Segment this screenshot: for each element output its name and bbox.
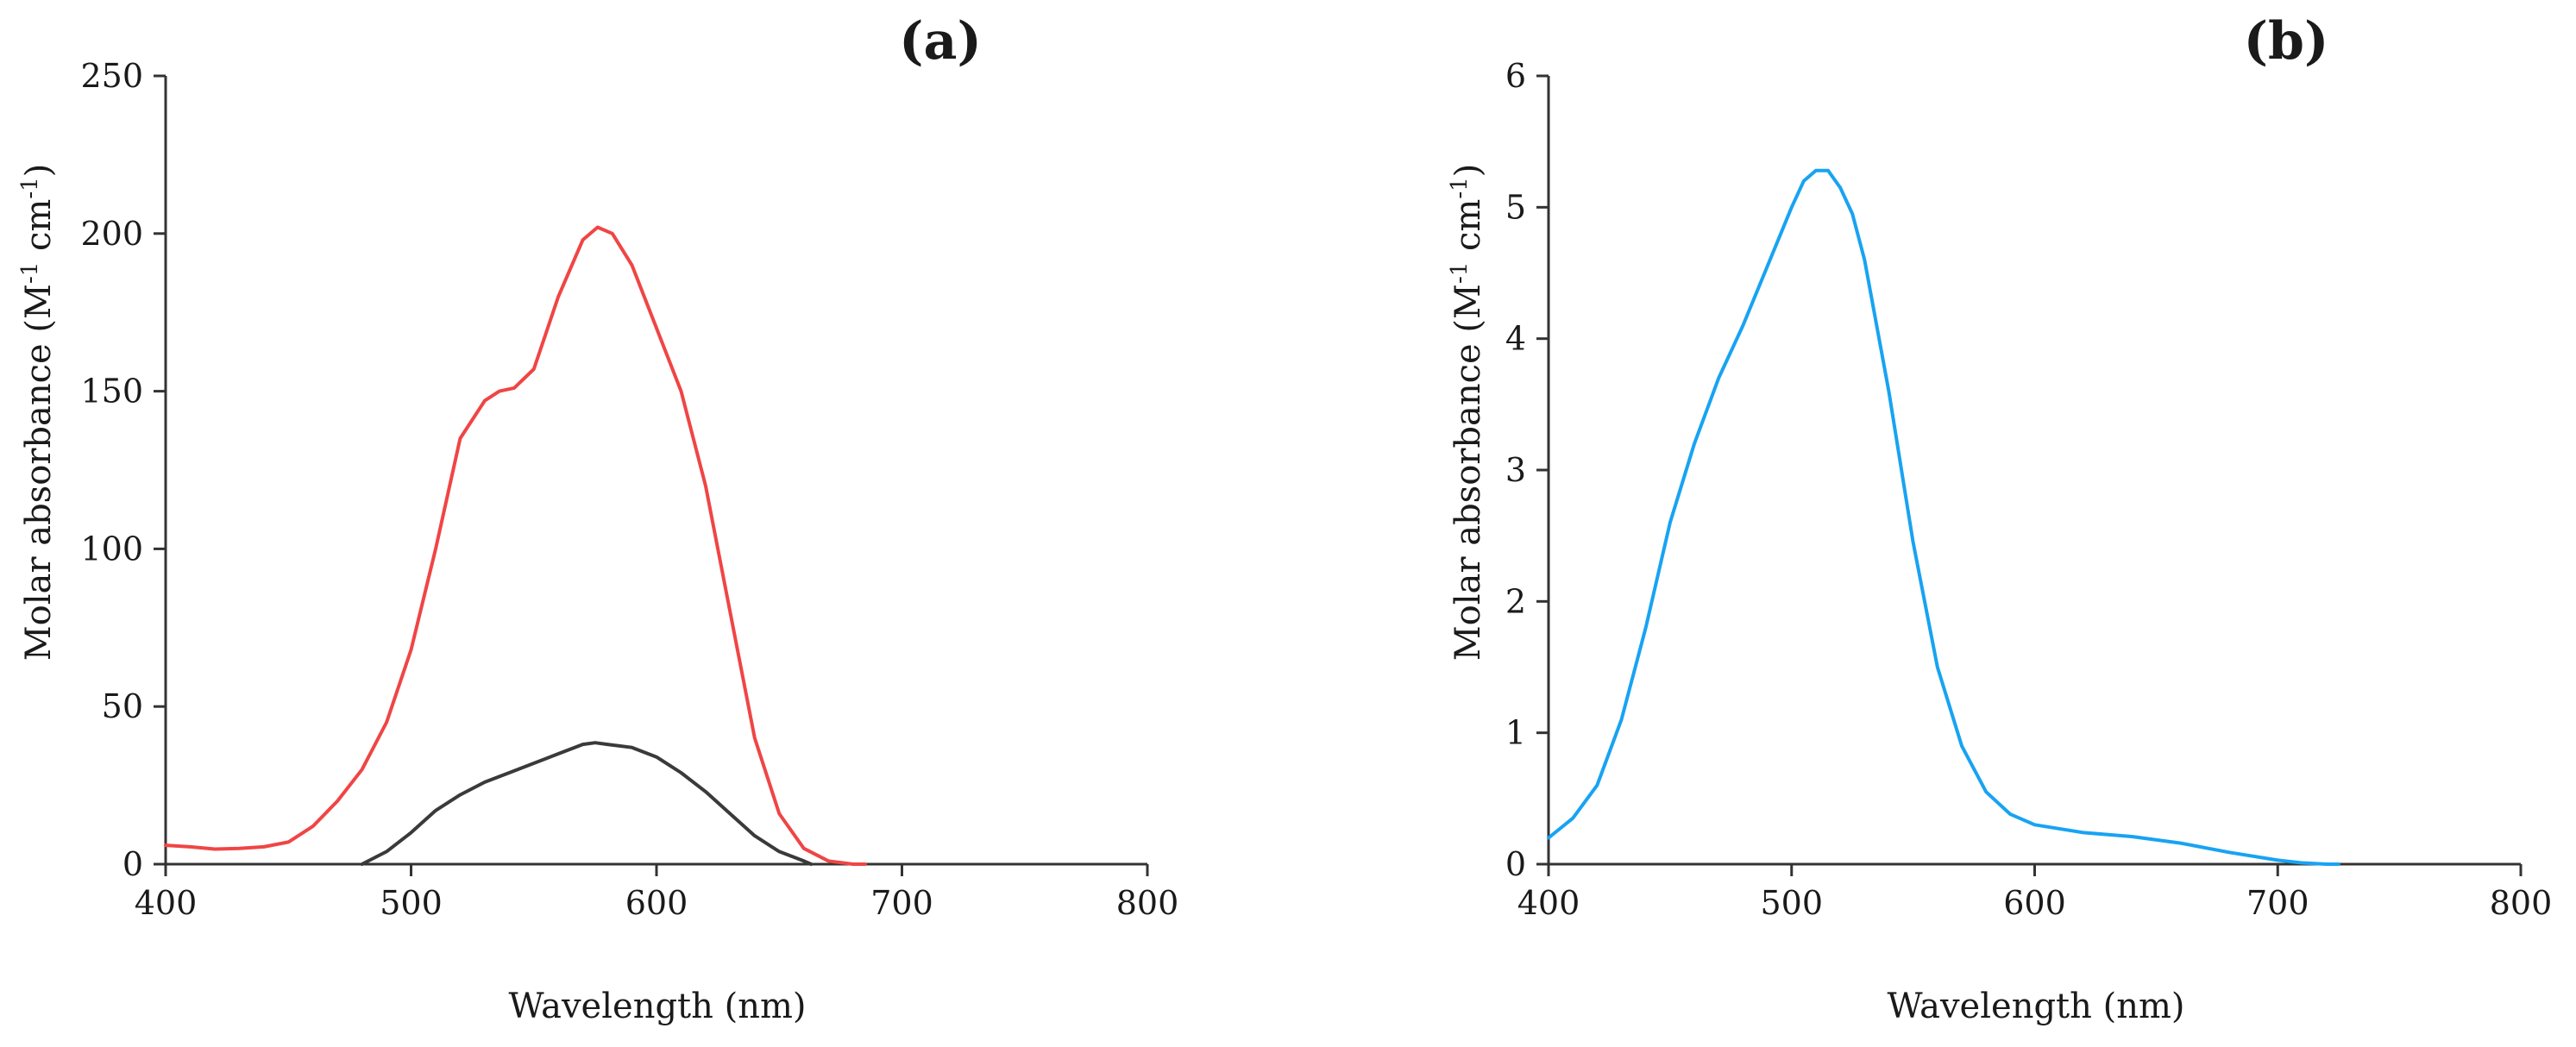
panel-b-y-tick-label: 6 bbox=[1505, 57, 1526, 95]
panel-b-y-tick-label: 1 bbox=[1505, 714, 1526, 752]
panel-b-x-ticks: 400 500 600 700 800 bbox=[1517, 864, 2553, 922]
panel-b-series-blue-line bbox=[1547, 168, 2340, 866]
panel-a-x-tick-label: 800 bbox=[1116, 884, 1179, 922]
panel-b-x-tick-label: 600 bbox=[2003, 884, 2066, 922]
panel-a-axes bbox=[164, 76, 1147, 866]
panel-a-label: (a) bbox=[899, 11, 982, 72]
panel-b-y-ticks: 0 1 2 3 4 5 6 bbox=[1505, 57, 1549, 883]
panel-b-x-tick-label: 500 bbox=[1760, 884, 1823, 922]
panel-b-y-tick-label: 4 bbox=[1505, 320, 1526, 358]
panel-a-y-tick-label: 100 bbox=[80, 530, 143, 567]
panel-a-y-tick-label: 150 bbox=[80, 373, 143, 411]
panel-b-series bbox=[1547, 168, 2340, 866]
panel-b-axes bbox=[1547, 76, 2521, 866]
panel-a-y-axis-title: Molar absorbance (M-1 cm-1) bbox=[17, 164, 59, 661]
panel-a: (a) 400 500 600 700 800 0 50 100 150 200 250 Wave… bbox=[17, 11, 1178, 1026]
panel-b-x-tick-label: 800 bbox=[2490, 884, 2553, 922]
panel-b-x-axis-title: Wavelength (nm) bbox=[1887, 987, 2184, 1026]
panel-a-y-tick-label: 0 bbox=[123, 845, 143, 883]
panel-b-label: (b) bbox=[2244, 11, 2329, 72]
panel-a-x-tick-label: 400 bbox=[135, 884, 198, 922]
panel-b-y-tick-label: 3 bbox=[1505, 451, 1526, 489]
panel-a-x-axis-title: Wavelength (nm) bbox=[508, 987, 806, 1026]
panel-b-y-tick-label: 0 bbox=[1505, 845, 1526, 883]
panel-b-x-tick-label: 700 bbox=[2246, 884, 2309, 922]
panel-a-x-tick-label: 600 bbox=[625, 884, 688, 922]
panel-a-x-tick-label: 500 bbox=[380, 884, 443, 922]
panel-a-y-tick-label: 250 bbox=[80, 57, 143, 95]
panel-b-y-tick-label: 2 bbox=[1505, 582, 1526, 620]
panel-a-y-tick-label: 200 bbox=[80, 215, 143, 253]
panel-a-series-red-line bbox=[164, 225, 867, 866]
panel-b-y-axis-title: Molar absorbance (M-1 cm-1) bbox=[1447, 164, 1488, 661]
panel-a-x-ticks: 400 500 600 700 800 bbox=[135, 864, 1179, 922]
panel-a-y-tick-label: 50 bbox=[102, 687, 143, 725]
panel-b: (b) 400 500 600 700 800 0 1 2 3 4 5 6 Wavelength (… bbox=[1447, 11, 2552, 1026]
panel-b-x-tick-label: 400 bbox=[1517, 884, 1580, 922]
panel-a-x-tick-label: 700 bbox=[870, 884, 933, 922]
panel-a-y-ticks: 0 50 100 150 200 250 bbox=[80, 57, 166, 883]
panel-b-y-tick-label: 5 bbox=[1505, 188, 1526, 226]
panel-a-series bbox=[164, 225, 867, 866]
panel-a-series-gray-line bbox=[360, 741, 814, 866]
